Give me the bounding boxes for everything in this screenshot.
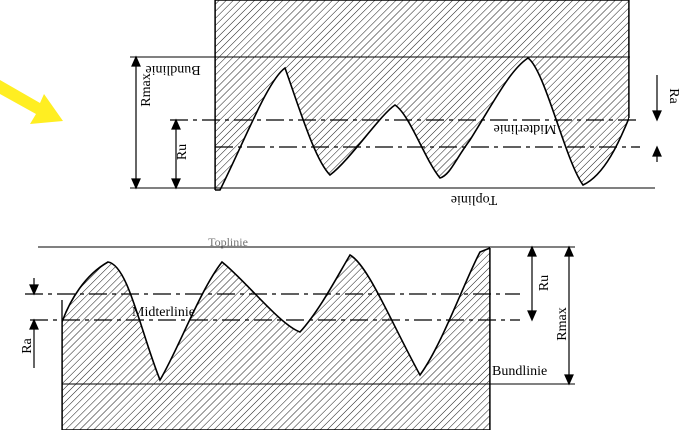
top-rmax-label: Rmax [139, 73, 154, 106]
top-toplinie-label: Toplinie [451, 192, 497, 207]
bottom-profile [62, 247, 490, 430]
bottom-rmax-label: Rmax [555, 307, 570, 340]
bottom-ra-dimension [29, 278, 39, 368]
bottom-ru-label: Ru [537, 275, 552, 291]
top-ru-label: Ru [175, 144, 190, 160]
top-hatched-material [215, 0, 629, 191]
top-ra-dimension [652, 75, 662, 162]
bottom-midterlinie-label: Midterlinie [132, 305, 195, 320]
bottom-bundlinie-label: Bundlinie [492, 364, 547, 379]
bottom-ra-label: Ra [20, 337, 35, 353]
top-ru-dimension [171, 118, 181, 190]
bottom-hatched-material [62, 247, 490, 430]
bottom-ru-dimension [527, 245, 537, 322]
top-rmax-dimension [131, 55, 141, 190]
bottom-rmax-dimension [564, 245, 574, 386]
pointer-arrow-icon [0, 80, 63, 124]
top-bundlinie-label: Bundlinie [145, 62, 200, 77]
top-profile [215, 0, 629, 191]
top-midterlinie-label: Midterlinie [494, 121, 557, 136]
top-ra-label: Ra [666, 88, 681, 104]
bottom-toplinie-label: Toplinie [208, 235, 248, 249]
